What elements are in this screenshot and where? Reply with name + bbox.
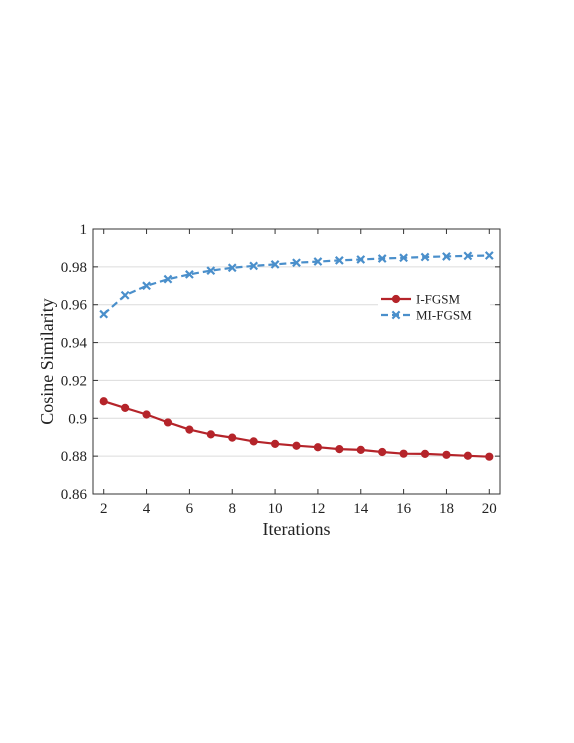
y-tick-label: 1 — [80, 222, 88, 238]
data-point — [121, 403, 130, 412]
data-point — [185, 270, 194, 279]
data-point-stroke — [292, 258, 301, 268]
data-point — [313, 257, 323, 266]
legend-label: I-FGSM — [416, 292, 461, 307]
y-tick-label: 0.98 — [61, 260, 87, 276]
data-point-stroke — [185, 270, 194, 279]
y-tick-label: 0.86 — [61, 487, 88, 503]
y-tick-label: 0.94 — [61, 336, 88, 352]
data-point — [484, 251, 494, 260]
x-tick-label: 6 — [186, 501, 194, 517]
legend-marker — [391, 294, 401, 304]
data-point — [378, 447, 387, 457]
data-point-stroke — [206, 266, 216, 276]
legend-item: I-FGSM — [381, 292, 461, 307]
x-tick-label: 4 — [143, 501, 151, 517]
data-point-stroke — [120, 290, 130, 300]
data-point — [142, 281, 151, 291]
data-point-stroke — [142, 281, 151, 291]
data-point — [356, 255, 366, 264]
data-point — [356, 445, 365, 454]
plot-frame — [92, 228, 501, 495]
data-point-stroke — [163, 274, 173, 284]
data-point — [313, 443, 323, 452]
y-tick-label: 0.92 — [61, 373, 87, 389]
data-point-stroke — [484, 251, 494, 260]
data-point-stroke — [99, 309, 109, 319]
data-point — [228, 433, 237, 442]
data-point — [163, 418, 173, 427]
data-point — [420, 252, 430, 262]
data-point — [270, 260, 280, 269]
legend-label: MI-FGSM — [416, 308, 472, 323]
series-layer — [99, 251, 494, 461]
legend-marker — [391, 310, 401, 320]
data-point — [335, 445, 344, 454]
data-point-stroke — [270, 260, 280, 269]
data-point — [463, 451, 472, 460]
data-point-stroke — [463, 251, 473, 261]
x-tick-label: 12 — [310, 501, 325, 517]
data-point — [99, 309, 109, 319]
data-point — [399, 449, 408, 458]
data-point — [206, 430, 215, 439]
x-tick-label: 14 — [353, 501, 369, 517]
data-point — [163, 274, 173, 284]
data-point-stroke — [420, 252, 430, 262]
y-tick-label: 0.88 — [61, 449, 87, 465]
data-point — [185, 425, 194, 434]
data-point — [442, 252, 451, 261]
x-tick-label: 16 — [396, 501, 412, 517]
y-axis-label: Cosine Similarity — [37, 298, 57, 425]
data-point — [399, 253, 408, 263]
x-tick-label: 10 — [268, 501, 283, 517]
data-point — [142, 410, 151, 419]
data-point-stroke — [249, 261, 259, 271]
series-mi-fgsm — [99, 251, 494, 319]
data-point — [442, 450, 451, 459]
data-point — [420, 449, 430, 458]
data-point — [99, 397, 108, 406]
data-point — [463, 251, 473, 261]
data-point-stroke — [442, 252, 451, 261]
data-point — [334, 256, 344, 265]
x-axis-label: Iterations — [263, 519, 331, 539]
y-tick-label: 0.96 — [61, 298, 88, 314]
x-tick-label: 20 — [482, 501, 497, 517]
data-point-stroke — [399, 253, 408, 263]
data-point — [120, 290, 130, 300]
y-tick-label: 0.9 — [68, 411, 87, 427]
legend-item: MI-FGSM — [381, 308, 472, 323]
data-point-stroke — [377, 254, 387, 263]
data-point — [292, 258, 301, 268]
x-tick-label: 2 — [100, 501, 108, 517]
data-point-stroke — [334, 256, 344, 265]
data-point — [377, 254, 387, 263]
data-point-stroke — [227, 263, 237, 273]
series-i-fgsm — [99, 397, 494, 461]
data-point-stroke — [313, 257, 323, 266]
data-point — [485, 452, 494, 461]
data-point — [206, 266, 216, 276]
legend-marker-stroke — [391, 310, 401, 320]
x-tick-label: 18 — [439, 501, 454, 517]
x-tick-label: 8 — [228, 501, 236, 517]
data-point — [249, 437, 258, 446]
data-point — [270, 439, 280, 448]
data-point — [227, 263, 237, 273]
data-point — [249, 261, 259, 271]
data-point — [292, 441, 301, 450]
grid-lines — [93, 266, 500, 457]
data-point-stroke — [356, 255, 366, 264]
